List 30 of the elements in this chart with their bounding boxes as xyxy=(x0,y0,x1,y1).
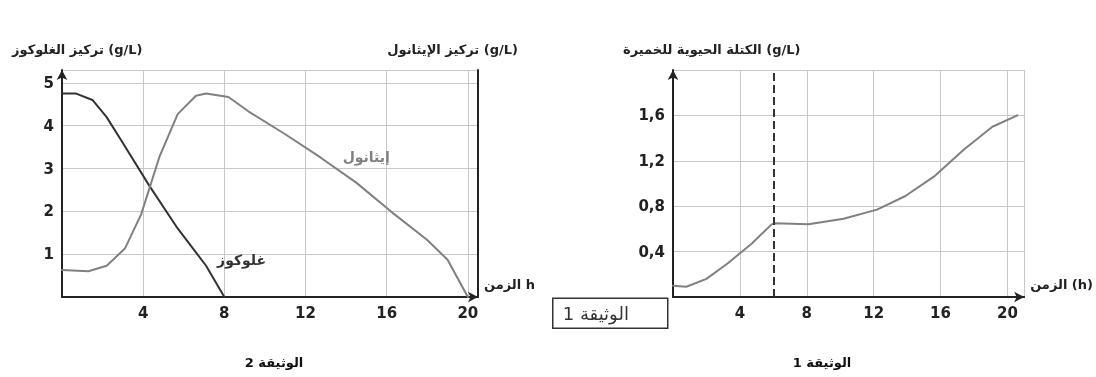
x-axis-title: الزمن h xyxy=(484,277,535,292)
x-tick-label: 12 xyxy=(295,303,316,322)
x-tick-label: 16 xyxy=(930,303,951,322)
series-label: غلوكوز xyxy=(216,251,267,269)
x-tick-label: 20 xyxy=(457,303,479,322)
x-tick-label: 16 xyxy=(376,303,398,322)
y2-axis-title: تركيز الإيثانول (g/L) xyxy=(387,42,518,57)
x-tick-label: 4 xyxy=(734,303,746,322)
y-tick-label: 0,8 xyxy=(638,197,665,216)
x-tick-label: 4 xyxy=(137,303,149,322)
y-tick-label: 1 xyxy=(43,245,54,264)
x-tick-label: 8 xyxy=(801,303,812,322)
y-tick-label: 5 xyxy=(43,73,54,92)
text: الوثيقة 1 xyxy=(792,355,852,370)
y-tick-label: 1,6 xyxy=(638,106,665,125)
x-tick-label: 8 xyxy=(219,303,230,322)
text: الوثيقة 2 xyxy=(244,355,304,370)
series-label: إيثانول xyxy=(342,148,390,166)
y-tick-label: 3 xyxy=(43,159,54,178)
x-axis-title: الزمن (h) xyxy=(1030,277,1094,292)
x-tick-label: 12 xyxy=(863,303,885,322)
y-tick-label: 4 xyxy=(43,116,54,135)
y-tick-label: 1,2 xyxy=(638,151,665,170)
y-axis-title: تركيز الغلوكوز (g/L) xyxy=(11,42,143,57)
x-tick-label: 20 xyxy=(997,303,1018,322)
line-series xyxy=(672,114,1019,288)
y-tick-label: 2 xyxy=(43,202,54,221)
y-tick-label: 0,4 xyxy=(638,242,665,261)
y-axis-title: الكتلة الحيوية للخميرة (g/L) xyxy=(623,42,801,57)
text: الوثيقة 1 xyxy=(562,302,629,325)
